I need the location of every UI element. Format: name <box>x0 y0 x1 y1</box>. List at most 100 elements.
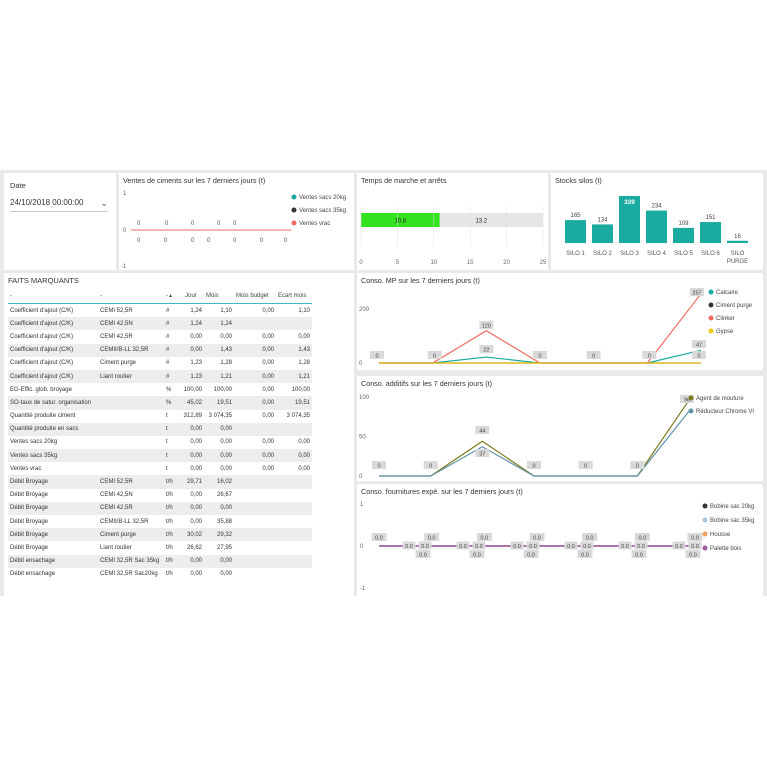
table-cell: # <box>164 317 178 331</box>
ventes-legend: Ventes sacs 20kg Ventes sacs 35kg Ventes… <box>291 194 346 227</box>
table-cell: 0,00 <box>234 396 276 410</box>
table-cell: EG-Effic. glob. broyage <box>10 386 72 393</box>
ventes-bottom-label: 0 <box>284 238 288 244</box>
table-cell <box>276 317 312 331</box>
table-cell: Coefficient d'ajout (C/K) <box>10 333 74 340</box>
table-row: Coefficient d'ajout (C/K) Liant routier #1… <box>8 369 312 384</box>
additifs-title: Conso. additifs sur les 7 derniers jours… <box>361 379 493 388</box>
table-cell <box>234 554 276 568</box>
add-data-label-bg <box>578 461 593 469</box>
silo-bar <box>592 224 613 243</box>
table-cell: Coefficient d'ajout (C/K) <box>10 307 74 314</box>
table-cell: 312,89 <box>183 413 202 420</box>
table-cell: 0,00 <box>190 439 202 446</box>
table-cell: SO-taux de satur. organisation <box>8 396 98 410</box>
mp-chart: 200 0 0 0 120 22 0 0 0 257 47 0 Calcaire Ciment purge… <box>359 288 753 367</box>
faits-column-header[interactable]: -▲ <box>164 289 178 304</box>
silo-category: SILO <box>731 251 745 257</box>
table-cell <box>276 554 312 568</box>
ventes-bottom-label: 0 <box>191 238 195 244</box>
mp-legend-item: Calcaire <box>716 290 739 296</box>
four-data-label-bg <box>529 533 545 541</box>
faits-column-header[interactable]: Ecart mois <box>276 289 312 304</box>
four-data-label: 0.0 <box>533 536 541 542</box>
table-cell: 26,67 <box>216 492 232 499</box>
table-cell: 27,95 <box>216 544 232 551</box>
table-cell: 0,00 <box>178 422 204 436</box>
table-cell: 0,00 <box>298 439 310 446</box>
table-cell: 30,02 <box>178 528 204 542</box>
mp-data-label-bg <box>692 340 706 348</box>
table-cell: Liant routier <box>100 544 132 551</box>
legend-dot-dark-icon <box>291 207 297 213</box>
date-slicer: Date 24/10/2018 00:00:00 ⌄ <box>4 173 116 270</box>
four-data-label: 0.0 <box>689 553 697 559</box>
table-cell: 0,00 <box>234 369 276 384</box>
table-cell <box>234 489 276 502</box>
ventes-top-label: 0 <box>191 221 195 227</box>
four-data-label-bg <box>577 550 593 558</box>
legend-dot-icon <box>708 302 714 308</box>
mp-data-label-bg <box>586 351 601 359</box>
faits-column-header[interactable]: Mois <box>204 289 234 304</box>
date-dropdown[interactable]: 24/10/2018 00:00:00 ⌄ <box>10 197 108 212</box>
add-data-label-bg <box>475 449 490 457</box>
table-cell: 1,28 <box>220 360 232 367</box>
table-cell: 0,00 <box>220 571 232 578</box>
table-cell <box>234 568 276 581</box>
faits-column-header[interactable]: - <box>98 289 164 304</box>
ventes-legend-item: Ventes sacs 20kg <box>299 195 346 201</box>
four-data-label-bg <box>476 533 492 541</box>
legend-dot-icon <box>702 545 708 551</box>
mp-legend-item: Ciment purge <box>716 303 753 309</box>
table-cell: CEMI 52,5R <box>98 475 164 489</box>
table-cell: Débit ensachage <box>10 571 56 578</box>
four-data-label: 0.0 <box>428 536 436 542</box>
four-data-label: 0.0 <box>405 544 413 550</box>
chevron-down-icon[interactable]: ⌄ <box>100 198 108 208</box>
ventes-ciments-tile: Ventes de ciments sur les 7 derniers jou… <box>119 173 354 270</box>
table-cell <box>234 475 276 489</box>
table-cell: Quantité produite en sacs <box>8 422 98 436</box>
table-cell: 0,00 <box>204 554 234 568</box>
faits-column-header[interactable]: - <box>8 289 98 304</box>
legend-dot-teal-icon <box>291 194 297 200</box>
table-cell: # <box>164 343 178 357</box>
four-data-label-bg <box>688 541 702 550</box>
temps-xtick: 25 <box>540 260 547 266</box>
four-data-label: 0.0 <box>527 553 535 559</box>
stocks-title: Stocks silos (t) <box>555 176 602 185</box>
ventes-top-labels: 0 0 0 0 0 <box>137 221 237 227</box>
conso-additifs-tile: Conso. additifs sur les 7 derniers jours… <box>357 376 763 481</box>
table-cell <box>276 501 312 515</box>
table-cell: Coefficient d'ajout (C/K) <box>8 317 98 331</box>
table-cell: Débit Broyage <box>8 475 98 489</box>
table-cell: 1,23 <box>178 369 204 384</box>
silo-category: SILO 3 <box>620 251 639 257</box>
ventes-bottom-labels: 0 0 0 0 0 0 0 <box>137 238 288 244</box>
table-cell <box>276 422 312 436</box>
four-data-label-bg <box>523 550 539 558</box>
table-cell: t <box>166 465 168 472</box>
faits-column-header[interactable]: Jour <box>178 289 204 304</box>
series-line-1 <box>379 410 690 477</box>
mp-data-label: 0 <box>592 354 595 360</box>
four-data-label: 0.0 <box>621 544 629 550</box>
table-cell: Ventes vrac <box>10 465 42 472</box>
ventes-legend-item: Ventes vrac <box>299 221 330 227</box>
mp-data-label-bg <box>533 351 547 359</box>
four-data-label: 0.0 <box>473 553 481 559</box>
silo-value-label: 339 <box>624 199 635 206</box>
silo-category: SILO 2 <box>593 251 612 257</box>
ytick-label: 0 <box>359 361 363 367</box>
four-data-label-bg <box>687 533 703 541</box>
table-row: Ventes sacs 35kg t 0,00 0,00 0,00 0,00 <box>8 449 312 463</box>
four-data-label: 0.0 <box>421 544 429 550</box>
table-cell: 1,43 <box>276 343 312 357</box>
ventes-ytick-minus1: -1 <box>121 264 127 270</box>
table-row: Débit Broyage Liant routier t/h 26,62 27,95 <box>8 541 312 554</box>
add-data-label-bg <box>475 426 490 434</box>
add-data-label: 0 <box>377 464 380 470</box>
faits-column-header[interactable]: Mois budget <box>234 289 276 304</box>
table-cell: 1,24 <box>178 317 204 331</box>
